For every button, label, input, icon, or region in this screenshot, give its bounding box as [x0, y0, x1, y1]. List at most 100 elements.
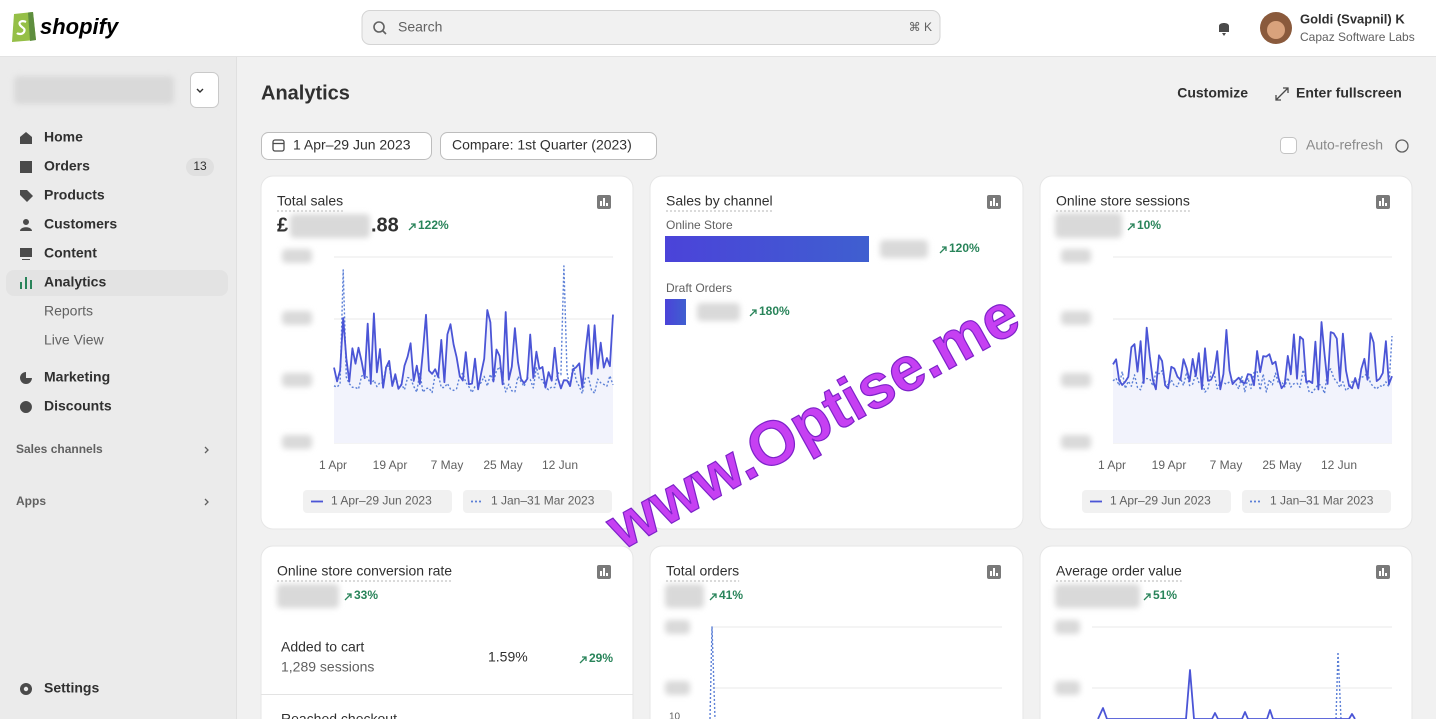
search-icon: [373, 21, 385, 33]
nav-item[interactable]: Customers: [44, 216, 117, 232]
card: [260, 545, 634, 719]
trend-arrow: [1127, 223, 1135, 231]
redacted: [697, 303, 740, 321]
legend-chip: [463, 490, 612, 513]
card-icon-bar: [1385, 203, 1387, 206]
redacted: [1061, 311, 1091, 325]
trend-value: 41%: [719, 588, 743, 602]
checkbox[interactable]: [1280, 137, 1297, 154]
trend-arrow: [1143, 593, 1151, 601]
store-selector[interactable]: [190, 72, 219, 108]
y-axis-label: 10: [669, 712, 681, 719]
redacted: [665, 584, 704, 608]
funnel-step: Added to cart: [281, 639, 364, 655]
nav-subitem[interactable]: Live View: [44, 332, 105, 348]
comparison-line: [709, 626, 716, 719]
nav-item[interactable]: Home: [44, 129, 83, 145]
x-axis-label: 19 Apr: [1152, 458, 1187, 472]
card: [649, 175, 1024, 530]
card-title: Sales by channel: [666, 193, 773, 209]
nav-icon: [20, 190, 33, 202]
nav-icon: [20, 161, 32, 173]
logo-s: [16, 20, 27, 36]
x-axis-label: 7 May: [1210, 458, 1243, 472]
nav-item[interactable]: Marketing: [44, 369, 110, 385]
x-axis-label: 1 Apr: [319, 458, 347, 472]
trend-arrow: [408, 223, 416, 231]
channel-name: Draft Orders: [666, 281, 732, 295]
user-company: Capaz Software Labs: [1300, 30, 1415, 44]
nav-item[interactable]: Settings: [44, 680, 99, 696]
card-icon-bar: [606, 573, 608, 576]
redacted: [282, 435, 312, 449]
nav-section[interactable]: Sales channels: [16, 442, 103, 456]
metric-value: .88: [371, 214, 399, 236]
trend-value: 51%: [1153, 588, 1177, 602]
trend-value: 33%: [354, 588, 378, 602]
nav-item[interactable]: Orders: [44, 158, 90, 174]
card-icon-bar: [990, 201, 992, 206]
brand: shopify: [40, 14, 120, 39]
nav-item[interactable]: Content: [44, 245, 97, 261]
date-button[interactable]: [261, 132, 432, 160]
x-axis-label: 19 Apr: [373, 458, 408, 472]
nav-item[interactable]: Discounts: [44, 398, 112, 414]
nav-icon: [20, 372, 32, 384]
card-icon-bar: [1379, 571, 1381, 576]
redacted: [665, 681, 690, 695]
x-axis-label: 25 May: [483, 458, 522, 472]
chevron: [196, 88, 204, 93]
redacted: [1055, 584, 1140, 608]
card-title: Average order value: [1056, 563, 1182, 579]
redacted: [1055, 620, 1080, 634]
search-shortcut: ⌘ K: [909, 20, 932, 34]
redacted: [1055, 681, 1080, 695]
search-box[interactable]: [361, 10, 941, 45]
trend-value: 122%: [418, 218, 449, 232]
channel-name: Online Store: [666, 218, 733, 232]
nav-section[interactable]: Apps: [16, 494, 46, 508]
bell-icon[interactable]: [1219, 23, 1229, 36]
sidebar-bg: [0, 56, 236, 719]
nav-selected: [6, 270, 228, 296]
trend-arrow: [344, 593, 352, 601]
nav-icon: [19, 401, 32, 413]
card-icon-bar: [1382, 198, 1384, 206]
legend-chip: [303, 490, 452, 513]
legend-chip: [1082, 490, 1231, 513]
x-axis-label: 25 May: [1262, 458, 1301, 472]
card-icon-bar: [993, 198, 995, 206]
chevron: [204, 446, 209, 454]
action-button[interactable]: Customize: [1177, 85, 1248, 101]
badge: [186, 158, 214, 176]
compare-range: Compare: 1st Quarter (2023): [452, 137, 632, 153]
card-icon-bar: [996, 203, 998, 206]
trend-arrow: [749, 309, 757, 317]
redacted: [282, 249, 312, 263]
x-axis-label: 12 Jun: [542, 458, 578, 472]
search-placeholder: Search: [398, 19, 442, 35]
nav-item[interactable]: Products: [44, 187, 105, 203]
redacted: [665, 620, 690, 634]
comparison-line: [333, 265, 614, 395]
card-icon-bar: [1385, 573, 1387, 576]
card-icon-bar: [600, 571, 602, 576]
action-button[interactable]: Enter fullscreen: [1296, 85, 1402, 101]
chevron: [204, 498, 209, 506]
legend-label: 1 Jan–31 Mar 2023: [1270, 494, 1374, 508]
funnel-rate: 1.59%: [488, 649, 528, 665]
card-title: Online store conversion rate: [277, 563, 452, 579]
card-title: Total orders: [666, 563, 739, 579]
nav-subitem[interactable]: Reports: [44, 303, 93, 319]
card-icon-bar: [600, 201, 602, 206]
card-icon-bar: [603, 198, 605, 206]
trend-arrow: [709, 593, 717, 601]
card-icon-bar: [990, 571, 992, 576]
current-line: [1112, 321, 1393, 391]
help-icon: [1395, 139, 1409, 153]
redacted: [1055, 213, 1122, 238]
nav-item[interactable]: Analytics: [44, 274, 106, 290]
calendar-icon: [272, 139, 285, 152]
card-icon-bar: [603, 568, 605, 576]
compare-button[interactable]: [440, 132, 657, 160]
